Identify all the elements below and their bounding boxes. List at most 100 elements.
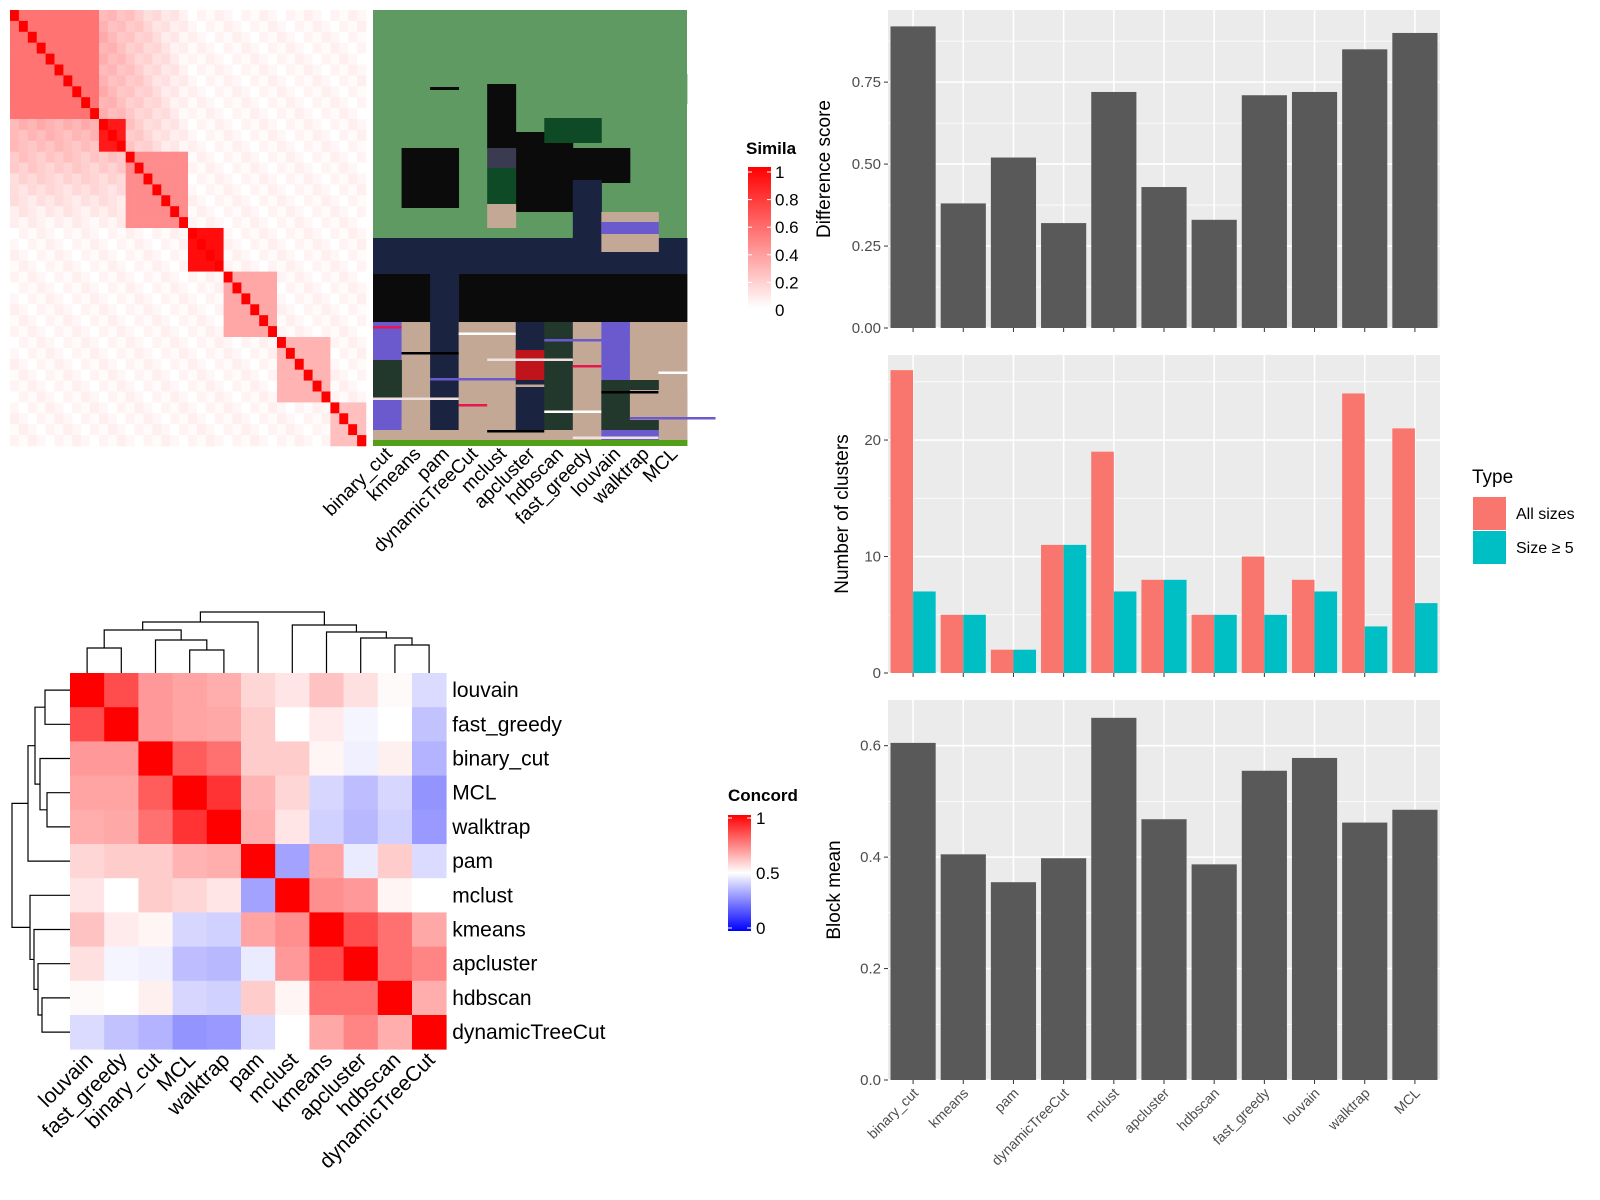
similarity-cell bbox=[303, 75, 313, 87]
concordance-row-label: dynamicTreeCut bbox=[452, 1021, 605, 1044]
similarity-cell bbox=[99, 206, 109, 218]
similarity-cell bbox=[259, 20, 269, 33]
membership-stripe bbox=[572, 436, 659, 439]
membership-block bbox=[487, 148, 517, 168]
y-axis-title: Difference score bbox=[814, 100, 835, 238]
similarity-cell bbox=[223, 369, 233, 381]
similarity-cell bbox=[285, 64, 296, 76]
membership-block bbox=[487, 204, 517, 228]
similarity-cell bbox=[72, 358, 82, 370]
similarity-cell bbox=[312, 402, 322, 414]
legend-title: Type bbox=[1472, 467, 1513, 488]
similarity-cell bbox=[63, 53, 73, 65]
similarity-cell bbox=[285, 75, 296, 87]
similarity-cell bbox=[321, 238, 331, 251]
similarity-cell bbox=[107, 228, 118, 240]
similarity-cell bbox=[143, 337, 153, 349]
legend-tick-label: 0.4 bbox=[775, 246, 799, 265]
similarity-cell bbox=[179, 108, 189, 120]
similarity-cell bbox=[339, 31, 349, 43]
concordance-cell bbox=[172, 1015, 208, 1050]
similarity-cell bbox=[63, 282, 73, 294]
similarity-cell bbox=[54, 435, 64, 447]
similarity-cell bbox=[107, 108, 118, 120]
similarity-cell bbox=[10, 10, 20, 22]
similarity-cell bbox=[152, 129, 162, 142]
concordance-cell bbox=[377, 673, 413, 708]
similarity-cell bbox=[116, 206, 126, 218]
similarity-cell bbox=[45, 10, 55, 22]
similarity-cell bbox=[152, 64, 162, 76]
bar bbox=[1392, 32, 1438, 328]
similarity-cell bbox=[63, 337, 73, 349]
similarity-cell bbox=[241, 20, 251, 33]
similarity-cell bbox=[116, 108, 126, 120]
similarity-cell bbox=[294, 369, 304, 381]
similarity-cell bbox=[116, 380, 126, 392]
similarity-cell bbox=[90, 260, 100, 272]
similarity-cell bbox=[179, 173, 189, 185]
similarity-cell bbox=[268, 435, 278, 447]
similarity-cell bbox=[330, 347, 340, 360]
similarity-cell bbox=[330, 31, 340, 43]
similarity-cell bbox=[152, 424, 162, 436]
similarity-cell bbox=[330, 337, 340, 349]
similarity-cell bbox=[134, 10, 144, 22]
similarity-cell bbox=[303, 20, 313, 33]
similarity-cell bbox=[10, 86, 20, 98]
similarity-legend: Simila 10.80.60.40.20 bbox=[746, 139, 799, 320]
similarity-cell bbox=[36, 75, 46, 87]
similarity-cell bbox=[357, 108, 367, 120]
similarity-cell bbox=[196, 249, 207, 261]
similarity-cell bbox=[214, 326, 224, 338]
similarity-cell bbox=[27, 358, 37, 370]
similarity-cell bbox=[72, 260, 82, 272]
similarity-cell bbox=[18, 271, 29, 283]
similarity-cell bbox=[54, 119, 64, 131]
similarity-cell bbox=[36, 108, 46, 120]
similarity-cell bbox=[18, 20, 29, 33]
similarity-cell bbox=[161, 249, 171, 261]
similarity-cell bbox=[277, 304, 287, 316]
similarity-cell bbox=[18, 217, 29, 229]
concordance-cell bbox=[275, 809, 310, 845]
similarity-cell bbox=[214, 391, 224, 403]
similarity-cell bbox=[357, 424, 367, 436]
similarity-cell bbox=[214, 358, 224, 370]
similarity-cell bbox=[196, 86, 207, 98]
similarity-cell bbox=[241, 108, 251, 120]
similarity-cell bbox=[10, 140, 20, 152]
similarity-cell bbox=[152, 315, 162, 327]
similarity-cell bbox=[339, 184, 349, 196]
similarity-cell bbox=[18, 380, 29, 392]
similarity-cell bbox=[72, 184, 82, 196]
similarity-cell bbox=[250, 402, 260, 414]
similarity-cell bbox=[321, 326, 331, 338]
similarity-cell bbox=[223, 108, 233, 120]
similarity-cell bbox=[205, 206, 215, 218]
similarity-cell bbox=[99, 75, 109, 87]
concordance-cell bbox=[309, 878, 344, 913]
concordance-row-label: mclust bbox=[452, 884, 513, 907]
concordance-legend-ticks: 10.50 bbox=[728, 809, 780, 938]
similarity-cell bbox=[170, 162, 180, 174]
concordance-cell bbox=[104, 1015, 139, 1050]
legend-tick-label: 0.6 bbox=[775, 218, 799, 237]
similarity-cell bbox=[161, 119, 171, 131]
similarity-cell bbox=[285, 97, 296, 109]
similarity-cell bbox=[152, 238, 162, 251]
similarity-cell bbox=[312, 217, 322, 229]
membership-block bbox=[572, 322, 602, 446]
similarity-cell bbox=[63, 238, 73, 251]
similarity-cell bbox=[161, 358, 171, 370]
concordance-cell bbox=[138, 878, 173, 913]
similarity-cell bbox=[54, 424, 64, 436]
similarity-cell bbox=[321, 260, 331, 272]
similarity-cell bbox=[170, 64, 180, 76]
similarity-cell bbox=[277, 358, 287, 370]
similarity-cell bbox=[54, 369, 64, 381]
similarity-cell bbox=[143, 217, 153, 229]
similarity-cell bbox=[10, 260, 20, 272]
similarity-cell bbox=[99, 20, 109, 33]
similarity-cell bbox=[277, 315, 287, 327]
